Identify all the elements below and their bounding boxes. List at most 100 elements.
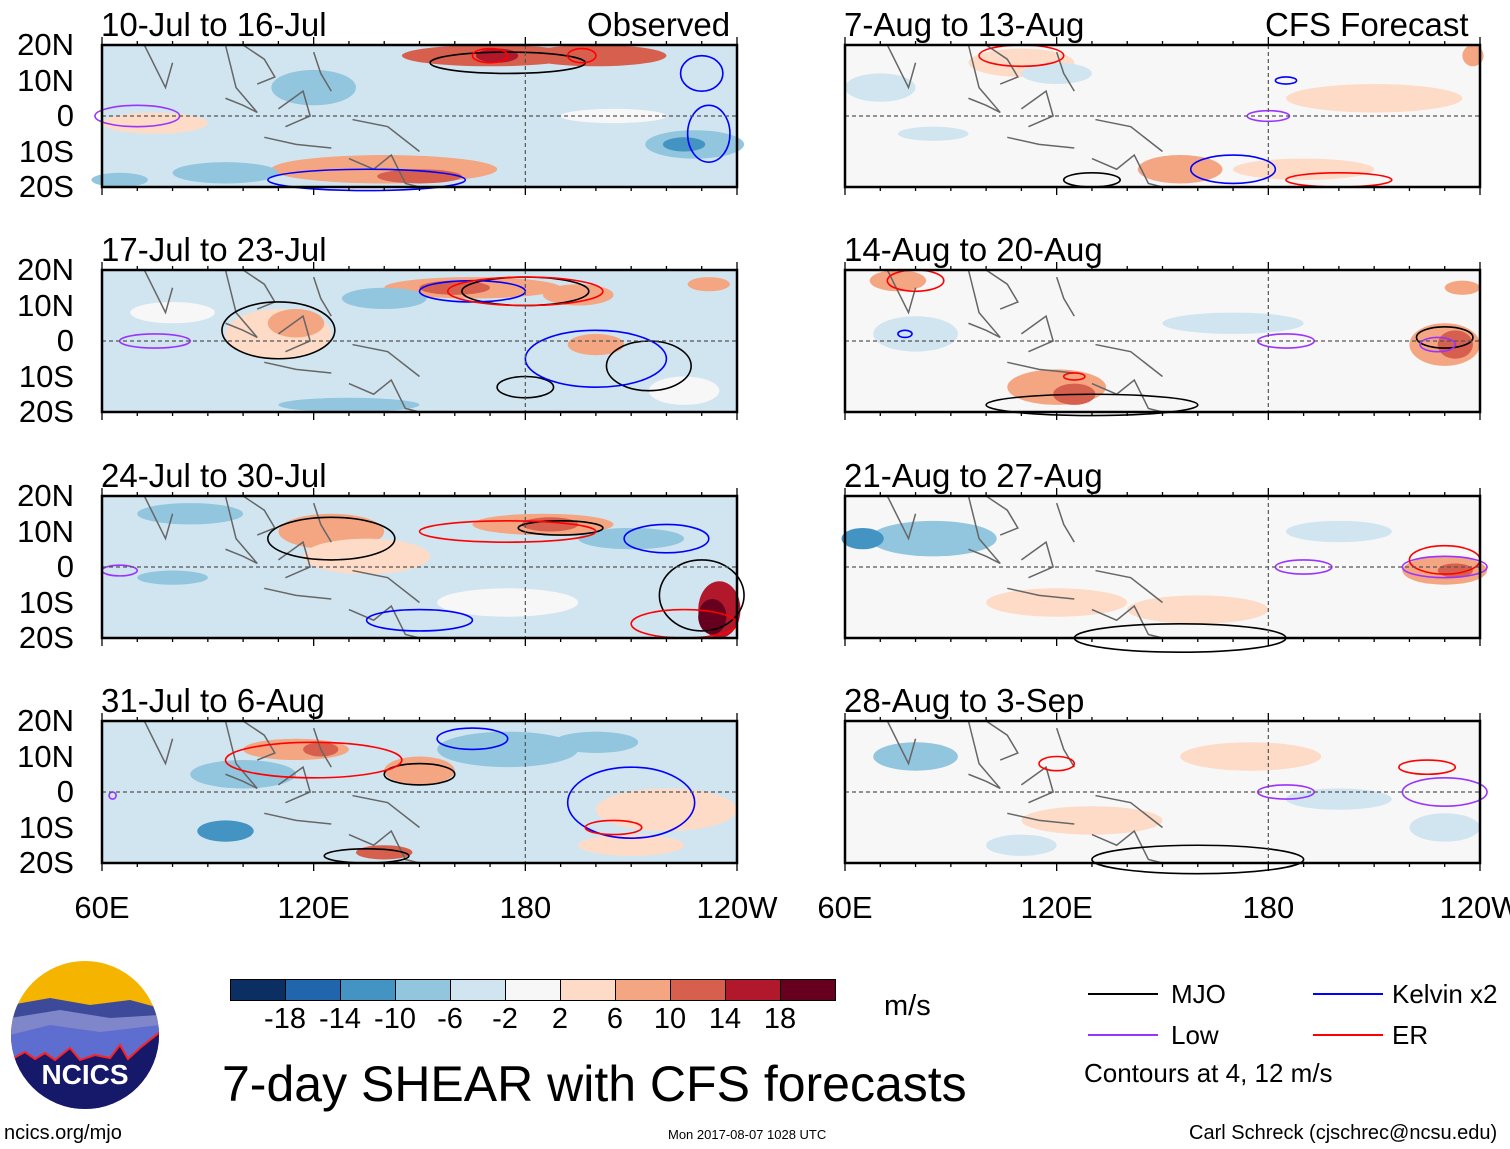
- wave-contour-kelvin: [679, 54, 724, 92]
- colorbar-swatch: [725, 979, 781, 1001]
- shear-anomaly-region: [595, 788, 737, 832]
- colorbar-tick-label: -10: [374, 1003, 416, 1035]
- coastline: [886, 269, 1163, 413]
- colorbar-swatch: [285, 979, 341, 1001]
- shear-anomaly-region: [1462, 45, 1484, 67]
- shear-anomaly-region: [1233, 158, 1375, 180]
- lat-tick-label: 20N: [17, 703, 74, 738]
- shear-anomaly-region: [419, 280, 491, 295]
- wave-contour-kelvin: [623, 523, 710, 554]
- colorbar-swatch: [670, 979, 726, 1001]
- map-panel: [843, 713, 1488, 875]
- wave-contour-low: [1419, 336, 1457, 353]
- wave-contour-kelvin: [1189, 154, 1277, 185]
- lat-tick-label: 0: [56, 774, 74, 809]
- shear-anomaly-region: [267, 309, 325, 338]
- shear-anomaly-region: [869, 270, 927, 292]
- lat-tick-label: 10S: [18, 358, 74, 394]
- coastline: [143, 495, 420, 639]
- colorbar-swatch: [340, 979, 396, 1001]
- colorbar-tick-label: -2: [492, 1003, 518, 1035]
- observed-label: Observed: [587, 6, 731, 43]
- colorbar-tick-label: -18: [264, 1003, 306, 1035]
- colorbar-swatch: [780, 979, 836, 1001]
- shear-anomaly-region: [1137, 155, 1223, 184]
- colorbar-swatch: [230, 979, 286, 1001]
- footer-timestamp: Mon 2017-08-07 1028 UTC: [668, 1127, 827, 1142]
- wave-contour-kelvin: [365, 608, 474, 632]
- colorbar-swatch: [505, 979, 561, 1001]
- shear-anomaly-region: [137, 503, 244, 525]
- legend-label-mjo: MJO: [1171, 979, 1226, 1009]
- wave-contour-er: [1038, 755, 1076, 772]
- shear-anomaly-region: [1444, 280, 1480, 295]
- wave-contour-low: [1401, 776, 1488, 807]
- panel-title: 28-Aug to 3-Sep: [844, 682, 1085, 719]
- shear-anomaly-region: [698, 598, 727, 635]
- shear-anomaly-region: [278, 397, 420, 412]
- wave-contour-mjo: [1091, 844, 1305, 875]
- wave-contour-kelvin: [897, 329, 913, 339]
- shear-anomaly-region: [1409, 813, 1480, 842]
- lon-tick-label: 180: [1242, 890, 1295, 925]
- lat-tick-label: 20S: [18, 169, 74, 204]
- shear-anomaly-region: [542, 284, 614, 306]
- lon-tick-label: 60E: [74, 890, 130, 925]
- shear-anomaly-region: [578, 834, 685, 856]
- coastline: [143, 720, 420, 864]
- shear-anomaly-region: [137, 570, 208, 585]
- shear-anomaly-region: [190, 760, 297, 789]
- shear-anomaly-region: [687, 277, 730, 292]
- legend-label-low: Low: [1171, 1020, 1219, 1050]
- wave-contour-mjo: [1415, 325, 1474, 349]
- wave-contour-kelvin: [524, 329, 668, 388]
- shear-anomaly-region: [91, 172, 148, 187]
- wave-contour-kelvin: [566, 766, 696, 839]
- forecast-label: CFS Forecast: [1265, 6, 1469, 43]
- lon-tick-label: 120W: [696, 890, 778, 925]
- shear-anomaly-region: [648, 376, 720, 405]
- wave-contour-kelvin: [267, 168, 467, 192]
- lat-tick-label: 20N: [17, 252, 74, 287]
- lon-tick-label: 60E: [817, 890, 873, 925]
- colorbar-swatch: [560, 979, 616, 1001]
- coastline: [143, 44, 420, 188]
- footer-url[interactable]: ncics.org/mjo: [4, 1122, 122, 1144]
- shear-anomaly-region: [869, 520, 997, 557]
- shear-anomaly-region: [986, 834, 1057, 856]
- shear-anomaly-region: [841, 527, 884, 550]
- colorbar-swatch: [615, 979, 671, 1001]
- panel-title: 7-Aug to 13-Aug: [844, 6, 1085, 43]
- shear-anomaly-region: [1285, 84, 1463, 113]
- shear-anomaly-region: [172, 162, 279, 184]
- shear-anomaly-region: [197, 820, 254, 842]
- panel-title: 24-Jul to 30-Jul: [101, 457, 327, 494]
- legend-line-kelvin: [1313, 993, 1383, 995]
- shear-anomaly-region: [845, 73, 916, 102]
- wave-contour-er: [584, 819, 643, 836]
- lon-tick-label: 120E: [277, 890, 350, 925]
- shear-anomaly-region: [475, 48, 519, 63]
- shear-anomaly-region: [873, 316, 958, 352]
- coastline: [143, 269, 420, 413]
- colorbar-swatch: [450, 979, 506, 1001]
- map-panel: [843, 262, 1482, 420]
- shear-anomaly-region: [271, 69, 356, 106]
- colorbar-tick-label: 2: [551, 1003, 569, 1035]
- lat-tick-label: 10N: [17, 513, 74, 549]
- lat-tick-label: 0: [56, 98, 74, 133]
- wave-contour-kelvin: [1274, 76, 1298, 85]
- map-panel: [100, 262, 739, 420]
- panel-title: 14-Aug to 20-Aug: [844, 231, 1103, 268]
- lat-tick-label: 20N: [17, 478, 74, 513]
- lat-tick-label: 20S: [18, 845, 74, 880]
- lat-tick-label: 0: [56, 323, 74, 358]
- lon-tick-label: 120E: [1020, 890, 1093, 925]
- shear-anomaly-region: [341, 287, 427, 310]
- shear-anomaly-region: [1162, 312, 1304, 334]
- lat-tick-label: 20S: [18, 620, 74, 655]
- shear-anomaly-region: [578, 527, 685, 550]
- lat-tick-label: 0: [56, 549, 74, 584]
- figure-title: 7-day SHEAR with CFS forecasts: [222, 1056, 967, 1112]
- wave-contour-mjo: [658, 559, 745, 632]
